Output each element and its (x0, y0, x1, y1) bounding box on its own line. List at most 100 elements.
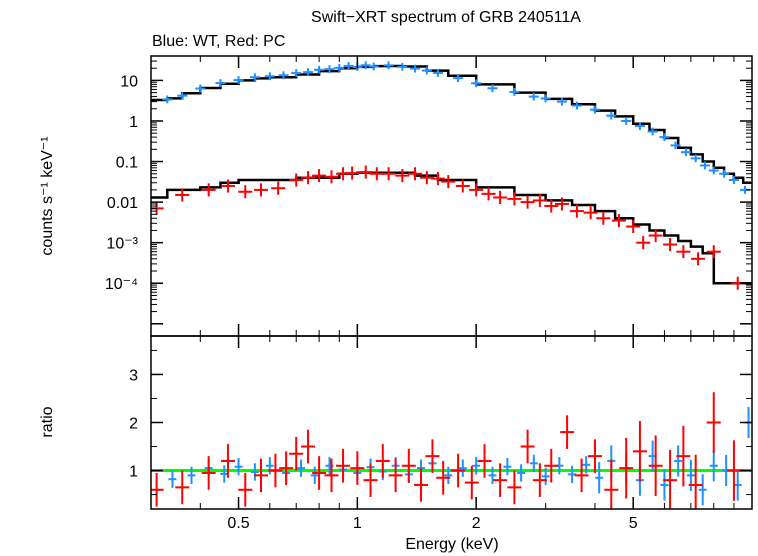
wt-ratio-point (529, 454, 538, 472)
wt-data-point (659, 133, 670, 142)
pc-data-point (175, 188, 190, 202)
pc-ratio-point (388, 458, 403, 493)
pc-ratio-point (726, 440, 741, 501)
ratio-y-tick-label: 3 (129, 367, 138, 384)
pc-ratio-point (201, 456, 216, 490)
pc-data-point (663, 237, 678, 252)
x-tick-label: 0.5 (227, 515, 249, 532)
spectrum-y-tick-label: 10⁻⁴ (105, 276, 138, 293)
wt-data-point (397, 62, 408, 71)
chart-title: Swift−XRT spectrum of GRB 240511A (311, 9, 581, 26)
spectrum-y-axis-label: counts s⁻¹ keV⁻¹ (39, 136, 56, 255)
wt-data-point (410, 64, 421, 73)
pc-data-point (469, 183, 484, 197)
spectrum-y-tick-label: 10 (120, 73, 138, 90)
x-tick-label: 2 (472, 515, 481, 532)
pc-ratio-point (706, 392, 721, 453)
pc-ratio-point (350, 451, 365, 485)
wt-data-point (303, 68, 314, 77)
wt-data-point (680, 148, 691, 157)
pc-data-point (611, 214, 626, 228)
pc-ratio-point (648, 435, 663, 497)
x-tick-label: 1 (353, 515, 362, 532)
chart-subtitle: Blue: WT, Red: PC (152, 33, 285, 50)
pc-ratio-point (688, 454, 703, 509)
pc-data-point (301, 171, 316, 185)
wt-ratio-point (503, 458, 512, 476)
pc-ratio-point (238, 472, 253, 507)
x-axis: 0.5 1 2 5 (150, 56, 753, 532)
wt-data-point (195, 84, 206, 93)
ratio-axes: 1 2 3 (129, 349, 752, 496)
ratio-y-axis-label: ratio (39, 406, 56, 437)
pc-data-point (254, 183, 269, 197)
ratio-y-tick-label: 2 (129, 416, 138, 433)
wt-data-point (487, 84, 498, 93)
pc-data-point (554, 197, 569, 211)
wt-data-point (177, 91, 188, 100)
pc-ratio-point (254, 458, 269, 493)
pc-data-point (324, 170, 339, 184)
pc-ratio-point (619, 437, 634, 499)
wt-data-point (621, 117, 632, 125)
pc-data-point (706, 245, 721, 259)
wt-data-point (291, 69, 302, 77)
pc-ratio-point (663, 449, 678, 509)
wt-data-point (634, 122, 645, 130)
wt-ratio-point (168, 470, 177, 488)
wt-model-line (151, 64, 752, 185)
wt-ratio-point (297, 459, 306, 477)
wt-ratio-point (686, 459, 695, 491)
pc-data-point (544, 199, 559, 213)
pc-ratio-point (220, 444, 235, 478)
wt-ratio-point (234, 458, 243, 476)
wt-data-point (571, 101, 582, 110)
wt-data-point (589, 105, 600, 114)
wt-data-point (343, 62, 354, 70)
pc-ratio-point (507, 470, 522, 505)
pc-data-point (345, 166, 360, 180)
pc-data-point (395, 169, 410, 183)
wt-data-point (249, 73, 260, 82)
wt-ratio-point (660, 469, 669, 501)
pc-data-point (583, 206, 598, 220)
wt-data-point (432, 68, 443, 77)
wt-ratio-point (444, 466, 453, 485)
wt-data-point (360, 61, 371, 70)
pc-ratio-point (289, 436, 304, 471)
wt-data-point (540, 94, 551, 103)
wt-ratio-point (220, 465, 229, 483)
pc-ratio-point (175, 470, 190, 505)
pc-data-point (381, 167, 396, 181)
pc-ratio-point (301, 429, 316, 464)
pc-ratio-point (312, 456, 327, 490)
ratio-panel-frame (150, 335, 753, 510)
wt-data-point (421, 66, 432, 75)
pc-data-point (691, 252, 706, 266)
wt-ratio-point (541, 467, 550, 485)
pc-data-point (481, 187, 496, 201)
wt-ratio-point (698, 474, 707, 506)
pc-data-point (626, 219, 641, 234)
pc-data-point (289, 173, 304, 187)
ratio-y-tick-label: 1 (129, 464, 138, 481)
pc-ratio-point (464, 465, 479, 500)
pc-ratio-point (436, 460, 451, 495)
pc-data-point (430, 172, 445, 186)
pc-data-point (636, 236, 651, 250)
wt-data-point (453, 74, 464, 83)
spectrum-axes: 10 1 0.1 0.01 10⁻³ 10⁻⁴ (105, 55, 752, 325)
wt-ratio-point (488, 466, 497, 485)
pc-data-point (520, 195, 535, 209)
x-axis-label: Energy (keV) (405, 536, 498, 553)
pc-ratio-point (604, 459, 619, 509)
pc-ratio-point (414, 468, 429, 502)
wt-data-point (509, 88, 520, 96)
pc-data-point (507, 192, 522, 206)
ratio-points-layer (151, 392, 752, 509)
spectrum-panel-frame (150, 55, 753, 337)
pc-data-point (441, 175, 456, 189)
pc-data-point (408, 167, 423, 181)
pc-ratio-point (151, 472, 164, 507)
wt-data-point (690, 154, 701, 163)
